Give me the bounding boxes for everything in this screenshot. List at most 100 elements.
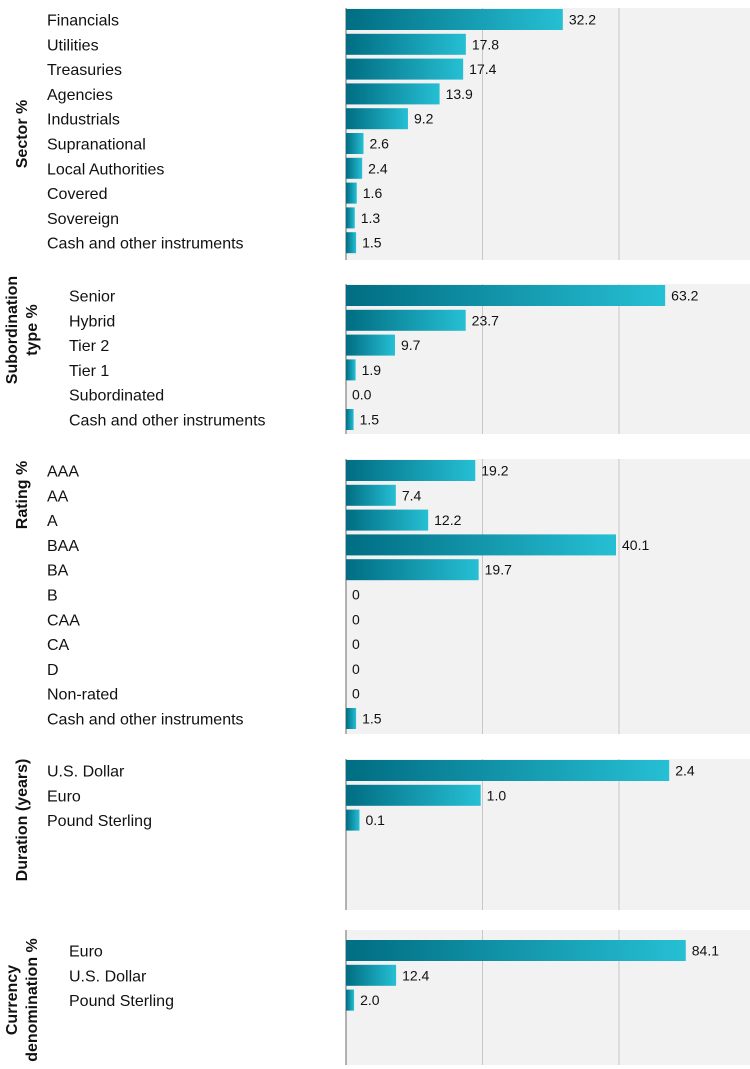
chart-title-line: Currency [4, 965, 21, 1035]
category-label: U.S. Dollar [69, 968, 147, 985]
value-label: 12.2 [434, 512, 461, 528]
chart-panel: AAA 19.2 AA 7.4 A 12.2 BAA 40.1 BA 19.7 B 0 CAA 0 CA 0 D… [14, 459, 750, 734]
category-label: A [47, 513, 58, 530]
value-label: 0 [352, 636, 360, 652]
chart-panel: U.S. Dollar 2.4 Euro 1.0 Pound Sterling 0.1 Du… [14, 759, 750, 910]
category-label: Senior [69, 289, 116, 306]
plot-background [346, 459, 750, 734]
value-label: 32.2 [569, 12, 596, 28]
bar [346, 534, 617, 556]
category-label: Hybrid [69, 313, 115, 330]
value-label: 1.9 [362, 362, 382, 378]
chart-title-line: denomination % [24, 938, 41, 1062]
value-label: 0.0 [352, 387, 372, 403]
value-label: 0 [352, 587, 360, 603]
bar [346, 309, 466, 331]
value-label: 1.6 [363, 185, 383, 201]
bar [346, 157, 363, 179]
value-label: 40.1 [622, 537, 649, 553]
value-label: 9.2 [414, 111, 434, 127]
category-label: BAA [47, 538, 79, 555]
value-label: 17.8 [472, 36, 499, 52]
bar [346, 232, 357, 254]
bar [346, 509, 429, 531]
bar [346, 940, 686, 961]
category-label: Local Authorities [47, 161, 164, 178]
chart-title-line: Rating % [14, 461, 31, 529]
value-label: 1.3 [361, 210, 381, 226]
chart-title-line: Duration (years) [14, 759, 31, 882]
category-label: Pound Sterling [47, 813, 152, 830]
plot-background [346, 759, 750, 910]
chart-title-line: Subordination [4, 276, 21, 384]
category-label: Treasuries [47, 62, 122, 79]
value-label: 0 [352, 686, 360, 702]
chart-panel: Senior 63.2 Hybrid 23.7 Tier 2 9.7 Tier 1 1.9 Su… [4, 276, 750, 434]
value-label: 1.5 [362, 711, 382, 727]
category-label: BA [47, 563, 69, 580]
category-label: Subordinated [69, 388, 164, 405]
category-label: Tier 1 [69, 363, 109, 380]
value-label: 23.7 [472, 312, 499, 328]
category-label: Cash and other instruments [69, 413, 266, 430]
bar [346, 708, 357, 729]
bar [346, 133, 364, 154]
bar [346, 460, 476, 481]
value-label: 0 [352, 611, 360, 627]
value-label: 63.2 [671, 288, 698, 304]
value-label: 2.4 [368, 160, 388, 176]
value-label: 84.1 [692, 943, 719, 959]
bar [346, 108, 408, 130]
category-label: Utilities [47, 37, 99, 54]
chart-panel: Euro 84.1 U.S. Dollar 12.4 Pound Sterling 2.0… [4, 930, 750, 1065]
category-label: Financials [47, 13, 119, 30]
chart-title: Currency denomination % [4, 938, 41, 1062]
category-label: Pound Sterling [69, 993, 174, 1010]
bar [346, 285, 666, 306]
bar [346, 760, 670, 781]
category-label: Tier 2 [69, 338, 109, 355]
category-label: Cash and other instruments [47, 712, 244, 729]
value-label: 2.4 [675, 763, 695, 779]
category-label: Agencies [47, 87, 113, 104]
chart-panel: Financials 32.2 Utilities 17.8 Treasuries 17.… [14, 8, 750, 260]
category-label: B [47, 588, 58, 605]
category-label: Industrials [47, 112, 120, 129]
chart-title: Subordination type % [4, 276, 41, 384]
category-label: Euro [47, 788, 81, 805]
category-label: Euro [69, 944, 103, 961]
value-label: 9.7 [401, 337, 421, 353]
bar [346, 359, 356, 381]
value-label: 17.4 [469, 61, 496, 77]
category-label: Covered [47, 186, 107, 203]
value-label: 0.1 [365, 812, 385, 828]
value-label: 1.0 [487, 787, 507, 803]
chart-title-line: type % [24, 304, 41, 356]
category-label: Non-rated [47, 687, 118, 704]
bar [346, 559, 479, 581]
category-label: Supranational [47, 137, 146, 154]
value-label: 13.9 [446, 86, 473, 102]
value-label: 0 [352, 661, 360, 677]
value-label: 2.6 [370, 136, 390, 152]
value-label: 7.4 [402, 487, 422, 503]
bar [346, 484, 396, 506]
category-label: Sovereign [47, 211, 119, 228]
bar [346, 182, 357, 204]
category-label: AA [47, 488, 69, 505]
chart-title: Duration (years) [14, 759, 31, 882]
value-label: 1.5 [360, 412, 380, 428]
plot-background [346, 284, 750, 434]
bar [346, 83, 440, 105]
bar [346, 207, 355, 229]
category-label: Cash and other instruments [47, 236, 244, 253]
value-label: 19.7 [485, 562, 512, 578]
chart-title: Rating % [14, 461, 31, 529]
category-label: D [47, 662, 59, 679]
value-label: 19.2 [481, 463, 508, 479]
category-label: CA [47, 637, 70, 654]
category-label: U.S. Dollar [47, 764, 125, 781]
bar [346, 964, 397, 986]
